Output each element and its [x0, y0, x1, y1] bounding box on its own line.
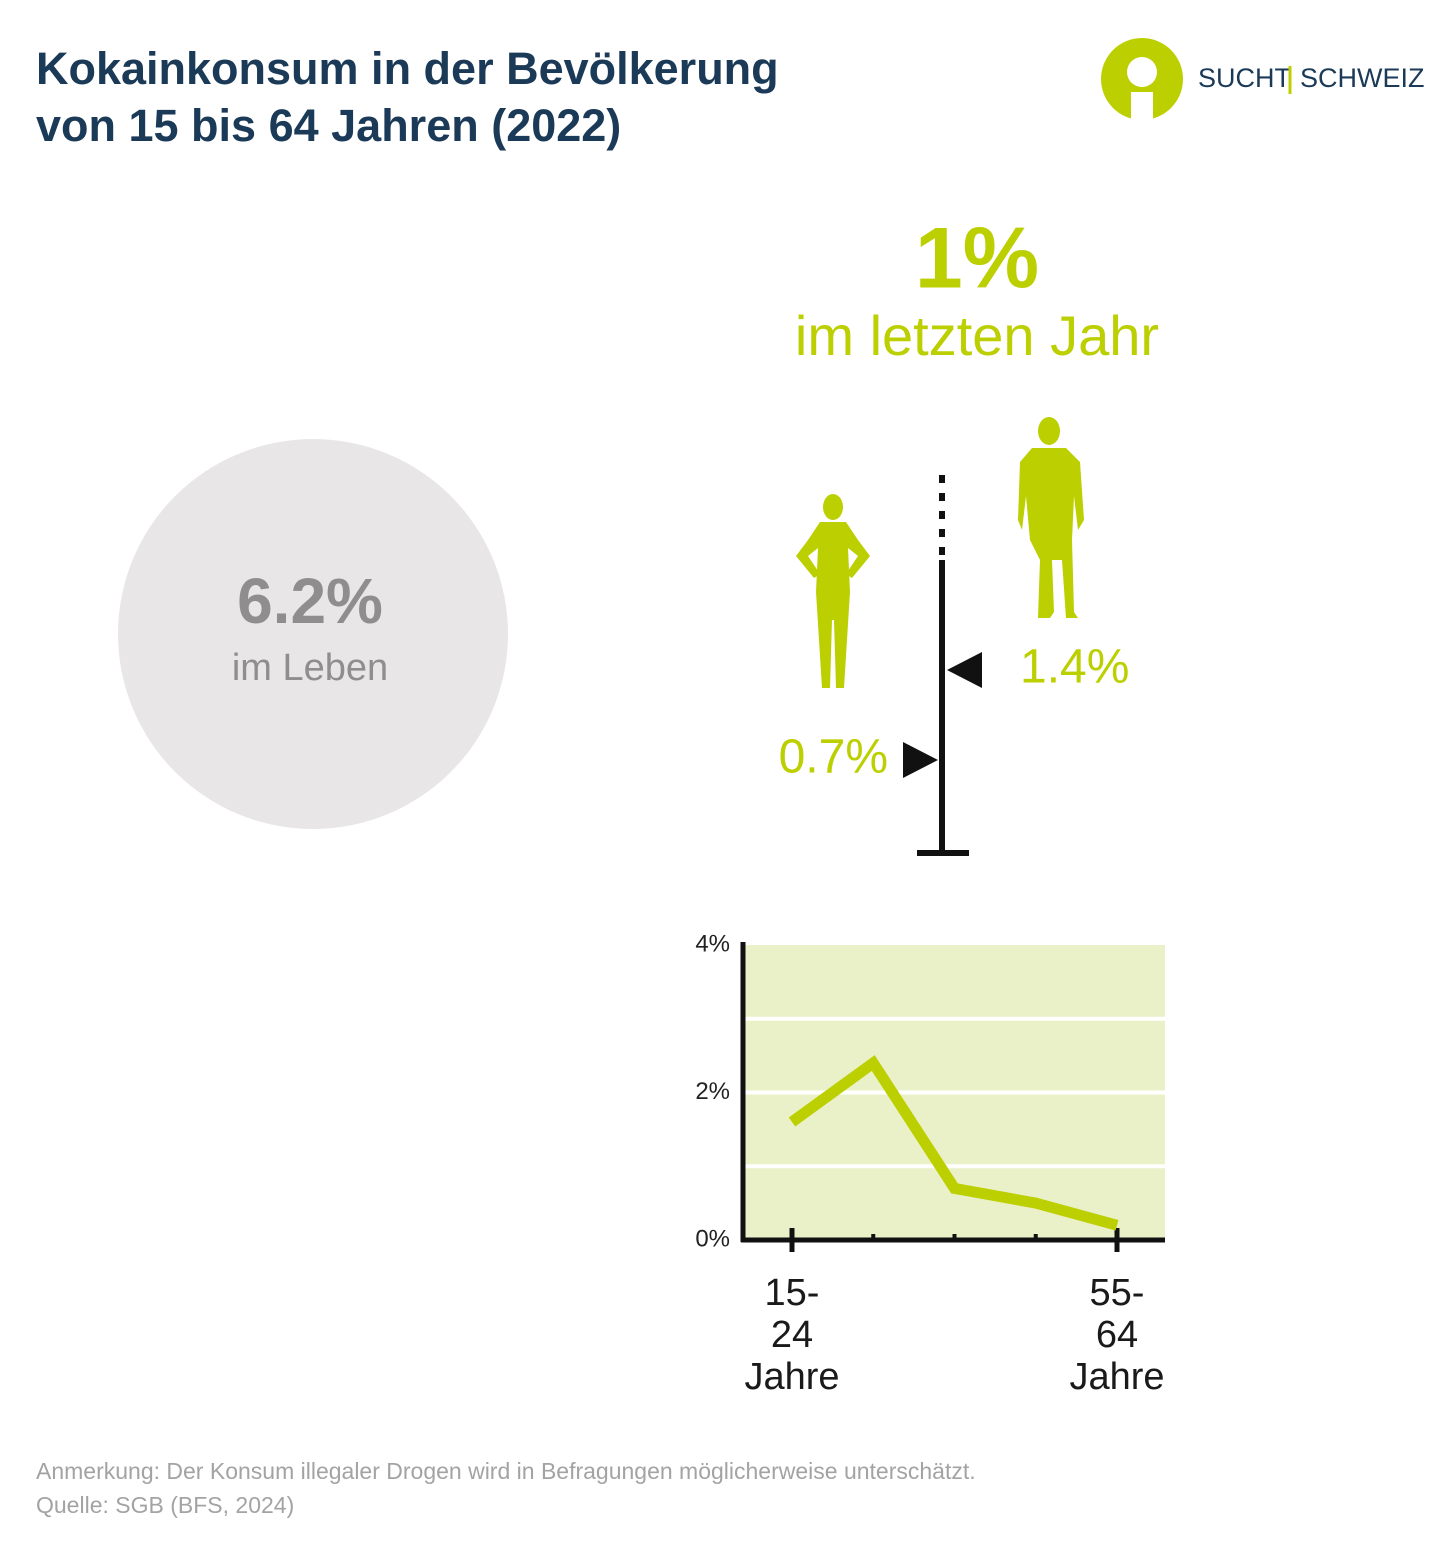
female-icon: [796, 494, 870, 688]
title-line: von 15 bis 64 Jahren (2022): [36, 100, 622, 151]
source: Quelle: SGB (BFS, 2024): [36, 1492, 294, 1518]
y-tick-label: 4%: [695, 930, 730, 957]
last-year-caption: im letzten Jahr: [795, 304, 1159, 367]
marker: [947, 651, 982, 688]
x-tick-label: 55-64 Jahre: [1069, 1272, 1165, 1398]
lifetime-circle: [118, 439, 508, 829]
sex-scale: 0.7% 1.4%: [779, 475, 1129, 856]
line-chart: 0% 2% 4%: [695, 930, 1165, 1252]
note: Anmerkung: Der Konsum illegaler Drogen w…: [36, 1458, 976, 1484]
title-line: Kokainkonsum in der Bevölkerung: [36, 43, 779, 94]
marker: [903, 741, 938, 778]
line: [788, 1055, 1119, 1231]
x-tick-label: 15-24 Jahre: [744, 1272, 840, 1398]
y-tick-label: 2%: [695, 1078, 730, 1105]
lifetime-caption: im Leben: [232, 647, 388, 689]
logo-body: [1131, 92, 1153, 120]
logo-text: SCHWEIZ: [1300, 63, 1425, 93]
y-tick-label: 0%: [695, 1225, 730, 1252]
value-label: 1.4%: [1020, 641, 1129, 694]
title: Kokainkonsum in der Bevölkerung von 15 b…: [36, 40, 779, 154]
last-year-value: 1%: [915, 211, 1039, 307]
male-icon: [1018, 417, 1084, 618]
lifetime-value: 6.2%: [237, 565, 383, 637]
logo-head: [1127, 57, 1157, 87]
value-label: 0.7%: [779, 731, 888, 784]
logo-text: SUCHT: [1198, 63, 1291, 93]
